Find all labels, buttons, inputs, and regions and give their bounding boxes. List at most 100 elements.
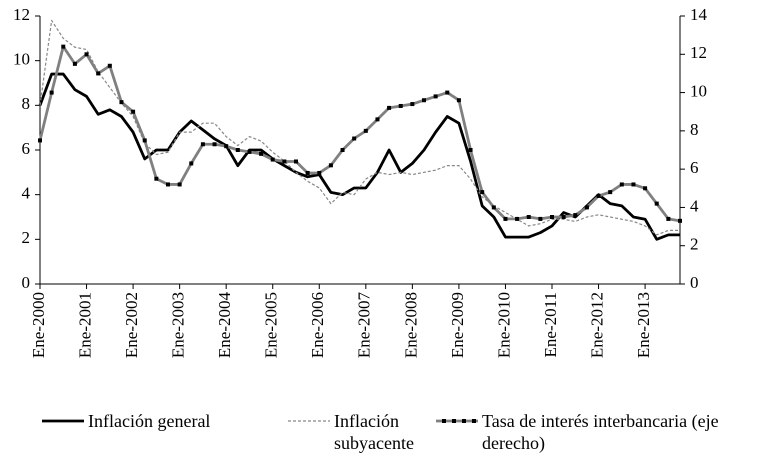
series-marker (317, 170, 322, 175)
y2-tick-label: 2 (690, 235, 699, 254)
legend-marker (472, 419, 476, 423)
legend-swatch (42, 419, 84, 423)
series-marker (666, 216, 671, 221)
series-marker (294, 159, 298, 164)
series-marker (200, 142, 205, 147)
y-tick-label: 2 (22, 228, 31, 247)
series-marker (480, 190, 485, 195)
series-marker (410, 102, 415, 107)
series-marker (584, 205, 589, 210)
series-marker (247, 149, 252, 154)
series-marker (340, 148, 345, 152)
legend-marker (442, 419, 446, 423)
y2-tick-label: 6 (690, 158, 699, 177)
series-marker (445, 90, 450, 95)
series-marker (375, 117, 380, 122)
legend-marker (452, 419, 456, 423)
y-tick-label: 0 (22, 273, 31, 292)
legend-label: Inflación subyacente (334, 411, 414, 453)
legend-swatch (288, 420, 330, 422)
y2-tick-label: 8 (690, 120, 699, 139)
legend-label: Tasa de interés interbancaria (eje derec… (482, 411, 719, 453)
x-tick-label: Ene-2003 (169, 292, 188, 358)
series-marker (561, 215, 566, 219)
series-marker (608, 190, 613, 195)
x-tick-label: Ene-2001 (75, 292, 94, 358)
series-marker (503, 216, 508, 221)
series-marker (61, 44, 66, 49)
legend-swatch (436, 419, 478, 423)
series-marker (422, 98, 426, 103)
series-marker (189, 161, 194, 166)
series-marker (631, 182, 636, 187)
series-marker (596, 193, 601, 198)
y-tick-label: 4 (22, 184, 31, 203)
series-marker (433, 94, 438, 99)
chart: 0 2 4 6 8 10 12 0 2 4 6 8 10 12 14 Ene-2000 Ene-2001 Ene-… (13, 5, 708, 359)
series-marker (619, 182, 624, 187)
series-marker (131, 109, 136, 114)
series-marker (678, 218, 682, 223)
series-marker (352, 136, 357, 141)
series-marker (96, 71, 101, 76)
y-tick-label: 10 (13, 50, 30, 69)
x-tick-label: Ene-2002 (122, 292, 141, 358)
series-marker (259, 151, 264, 156)
x-tick-label: Ene-2011 (541, 292, 560, 357)
series-marker (166, 182, 170, 187)
series-marker (363, 128, 368, 133)
series-marker (398, 103, 403, 108)
y-tick-label: 12 (13, 5, 30, 24)
series-marker (212, 142, 217, 147)
y-tick-label: 8 (22, 94, 31, 113)
legend-marker (462, 419, 466, 423)
series-marker (387, 105, 392, 110)
series-marker (643, 186, 648, 191)
series-marker (456, 98, 461, 103)
series-marker (515, 216, 520, 221)
series-line (38, 45, 681, 223)
x-tick-label: Ene-2000 (29, 292, 48, 358)
series-marker (84, 52, 89, 57)
series-marker (573, 213, 578, 218)
legend: Inflación general Inflación subyacente Tas… (40, 410, 768, 466)
series-marker (654, 201, 659, 206)
x-tick-label: Ene-2005 (262, 292, 281, 358)
series-marker (282, 159, 287, 164)
y2-tick-label: 14 (690, 5, 708, 24)
series-marker (538, 216, 543, 221)
series-marker (72, 61, 77, 66)
x-tick-label: Ene-2010 (494, 292, 513, 358)
x-tick-label: Ene-2004 (215, 292, 234, 359)
x-tick-label: Ene-2008 (401, 292, 420, 358)
series-line (39, 19, 680, 236)
series-marker (526, 215, 531, 219)
x-tick-label: Ene-2009 (448, 292, 467, 358)
series-marker (468, 148, 473, 152)
series-marker (235, 148, 240, 152)
series-marker (305, 170, 310, 175)
series-marker (270, 157, 275, 162)
x-tick-label: Ene-2012 (587, 292, 606, 358)
series-marker (154, 176, 159, 181)
series-marker (550, 215, 554, 219)
x-tick-label: Ene-2013 (634, 292, 653, 358)
x-tick-label: Ene-2007 (355, 292, 374, 359)
series-marker (491, 205, 496, 210)
series-marker (142, 138, 147, 143)
y-tick-label: 6 (22, 139, 31, 158)
x-tick-label: Ene-2006 (308, 292, 327, 358)
series-line (38, 72, 680, 241)
y2-tick-label: 12 (690, 43, 707, 62)
y2-tick-label: 0 (690, 273, 699, 292)
y2-tick-label: 4 (690, 196, 699, 215)
series-marker (177, 182, 182, 187)
series-marker (38, 138, 42, 143)
series-marker (49, 90, 54, 95)
legend-label: Inflación general (88, 411, 211, 431)
series-marker (224, 144, 229, 149)
series-marker (119, 100, 124, 105)
y2-tick-label: 10 (690, 81, 707, 100)
series-marker (328, 163, 333, 168)
